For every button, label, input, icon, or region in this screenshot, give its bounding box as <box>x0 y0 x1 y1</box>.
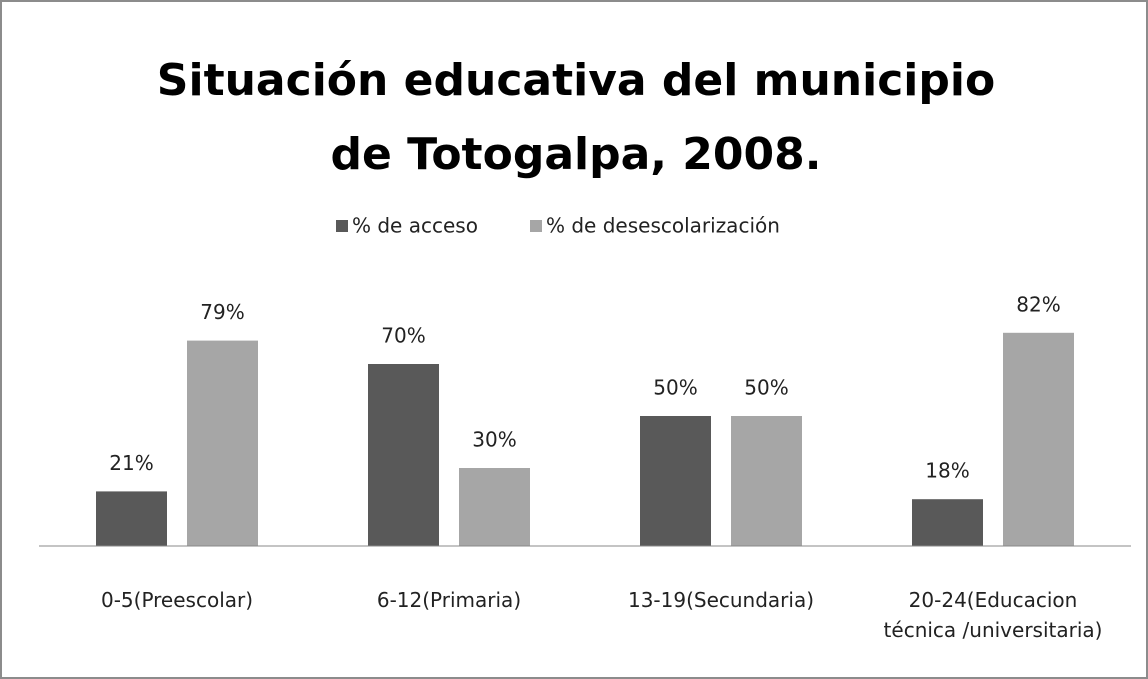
data-label: 82% <box>1016 292 1060 316</box>
legend-swatch <box>336 220 348 232</box>
x-tick-label: 6-12(Primaria) <box>376 588 522 612</box>
legend-label: % de desescolarización <box>546 214 780 238</box>
bar <box>640 416 711 546</box>
bar <box>731 416 802 546</box>
data-label: 79% <box>200 300 244 324</box>
bar <box>368 364 439 546</box>
data-label: 21% <box>109 451 153 475</box>
bar <box>912 499 983 546</box>
bar <box>459 468 530 546</box>
data-label: 30% <box>472 428 516 452</box>
bar <box>187 340 258 546</box>
data-label: 50% <box>744 376 788 400</box>
bar <box>1003 332 1074 546</box>
x-tick-label: 0-5(Preescolar) <box>100 588 254 612</box>
data-label: 50% <box>653 376 697 400</box>
data-label: 18% <box>925 459 969 483</box>
chart-title: Situación educativa del municipio de Tot… <box>156 55 996 180</box>
x-tick-label: 13-19(Secundaria) <box>627 588 815 612</box>
data-label: 70% <box>381 324 425 348</box>
bar <box>96 491 167 546</box>
legend-label: % de acceso <box>352 214 478 238</box>
legend-swatch <box>530 220 542 232</box>
x-tick-label: 20-24(Educacion técnica /universitaria) <box>883 588 1103 642</box>
